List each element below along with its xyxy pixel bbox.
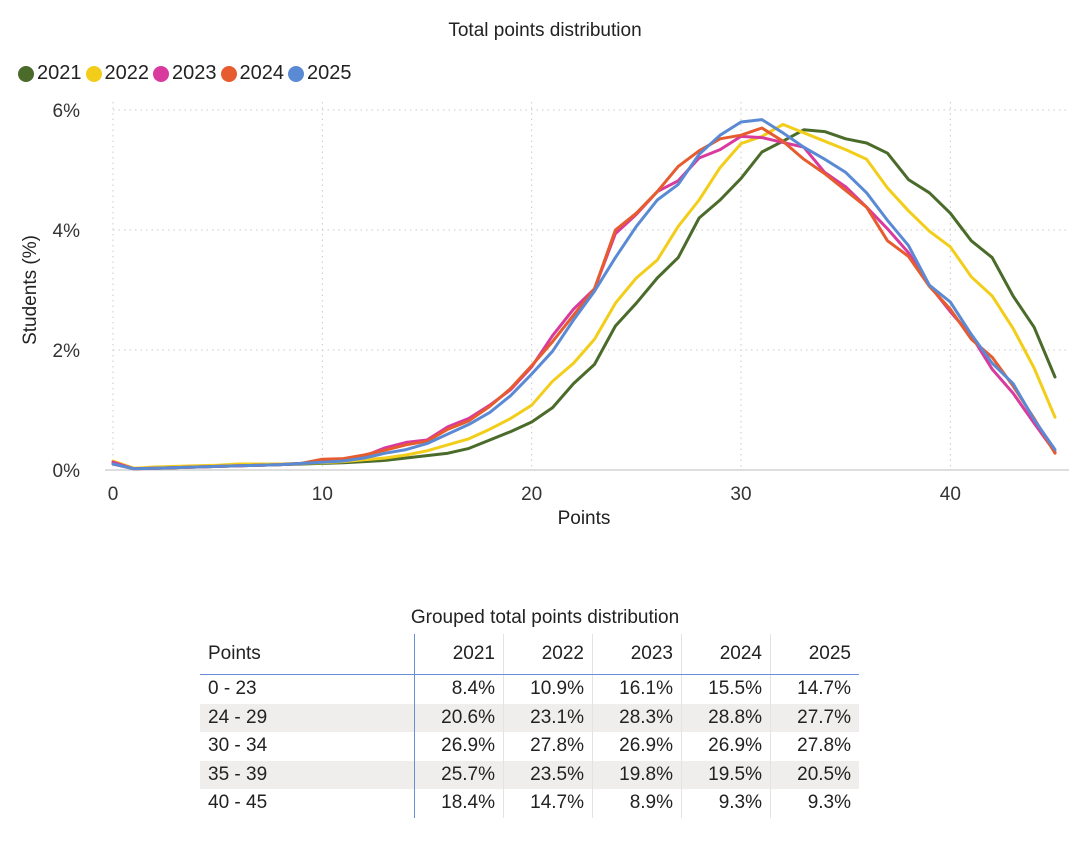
table-row: 0 - 23 8.4% 10.9% 16.1% 15.5% 14.7%: [200, 674, 859, 704]
y-axis-title: Students (%): [20, 235, 41, 345]
table-header-cell: Points: [200, 634, 415, 675]
grid-lines: [105, 102, 1069, 471]
table-header-cell: 2025: [770, 634, 859, 675]
table-cell: 19.8%: [592, 760, 682, 789]
x-tick-label: 0: [108, 484, 119, 505]
table-cell: 20.6%: [414, 703, 504, 732]
table-header-cell: 2023: [592, 634, 682, 675]
y-tick-label: 4%: [53, 221, 81, 242]
table-header-cell: 2024: [681, 634, 771, 675]
x-axis-title: Points: [558, 508, 611, 529]
table-cell: 14.7%: [797, 678, 851, 700]
chart-legend: 2021 2022 2023 2024 2025: [18, 62, 356, 85]
chart-title: Total points distribution: [448, 20, 642, 41]
y-tick-label: 0%: [53, 461, 81, 482]
legend-label: 2023: [172, 62, 217, 84]
table-title: Grouped total points distribution: [410, 607, 680, 628]
table-cell: 14.7%: [503, 789, 593, 818]
legend-label: 2024: [239, 62, 285, 84]
table-cell: 26.9%: [592, 732, 682, 761]
table-row: 35 - 39 25.7% 23.5% 19.8% 19.5% 20.5%: [200, 760, 859, 789]
table-cell: 25.7%: [414, 760, 504, 789]
legend-label: 2022: [104, 62, 150, 84]
table-cell: 16.1%: [592, 674, 682, 704]
table-cell: 26.9%: [681, 732, 771, 761]
y-tick-label: 2%: [53, 341, 81, 362]
table-cell: 30 - 34: [200, 732, 415, 761]
legend-item-2024: 2024: [220, 62, 285, 85]
x-tick-label: 20: [521, 484, 542, 505]
y-tick-label: 6%: [53, 101, 81, 122]
legend-label: 2021: [37, 62, 82, 84]
table-body: 0 - 23 8.4% 10.9% 16.1% 15.5% 14.7% 24 - 29 20.…: [200, 674, 859, 818]
table-cell: 40 - 45: [200, 789, 415, 818]
table-cell: 0 - 23: [200, 674, 415, 704]
series-line-2025: [111, 118, 1057, 471]
series-line-2022: [111, 122, 1057, 470]
table-cell: 9.3%: [807, 792, 851, 814]
table-row: 40 - 45 18.4% 14.7% 8.9% 9.3% 9.3%: [200, 789, 859, 818]
table-cell: 18.4%: [414, 789, 504, 818]
table-cell: 28.8%: [681, 703, 771, 732]
table-cell: 23.5%: [503, 760, 593, 789]
table-cell: 26.9%: [414, 732, 504, 761]
table-cell: 10.9%: [503, 674, 593, 704]
table-cell: 28.3%: [592, 703, 682, 732]
legend-swatch: [220, 65, 237, 82]
legend-swatch: [85, 65, 102, 82]
legend-label: 2025: [307, 62, 352, 84]
table-row: 30 - 34 26.9% 27.8% 26.9% 26.9% 27.8%: [200, 732, 859, 761]
table-header-cell: 2021: [414, 634, 504, 675]
legend-swatch: [18, 65, 34, 82]
legend-swatch: [153, 65, 169, 82]
table-cell: 8.9%: [592, 789, 682, 818]
x-tick-label: 40: [940, 484, 961, 505]
table-cell: 9.3%: [681, 789, 771, 818]
table-cell: 15.5%: [681, 674, 771, 704]
table-cell: 8.4%: [414, 674, 504, 704]
table-header-row: Points 2021 2022 2023 2024 2025: [200, 634, 859, 675]
legend-item-2023: 2023: [153, 62, 217, 85]
series-lines: [111, 118, 1057, 471]
table-cell: 19.5%: [681, 760, 771, 789]
legend-item-2021: 2021: [18, 62, 82, 85]
axis-labels: 0% 2% 4% 6% 0 10 20 30 40 Points Students (%): [20, 101, 961, 529]
legend-swatch: [288, 65, 304, 82]
grouped-distribution-table: Points 2021 2022 2023 2024 2025 0 - 23 8.4% 10.…: [200, 634, 859, 818]
table-cell: 27.8%: [503, 732, 593, 761]
x-tick-label: 30: [730, 484, 751, 505]
table-cell: 23.1%: [503, 703, 593, 732]
line-chart: 0% 2% 4% 6% 0 10 20 30 40 Points Students (%): [20, 101, 1069, 529]
table-cell: 27.7%: [770, 703, 859, 732]
table-cell: 35 - 39: [200, 760, 415, 789]
x-tick-label: 10: [312, 484, 333, 505]
table-cell: 20.5%: [770, 760, 859, 789]
table-header-cell: 2022: [503, 634, 593, 675]
legend-item-2025: 2025: [288, 62, 352, 85]
table-cell: 27.8%: [797, 735, 851, 757]
legend-item-2022: 2022: [85, 62, 150, 85]
table-row: 24 - 29 20.6% 23.1% 28.3% 28.8% 27.7%: [200, 703, 859, 732]
table-cell: 24 - 29: [200, 703, 415, 732]
